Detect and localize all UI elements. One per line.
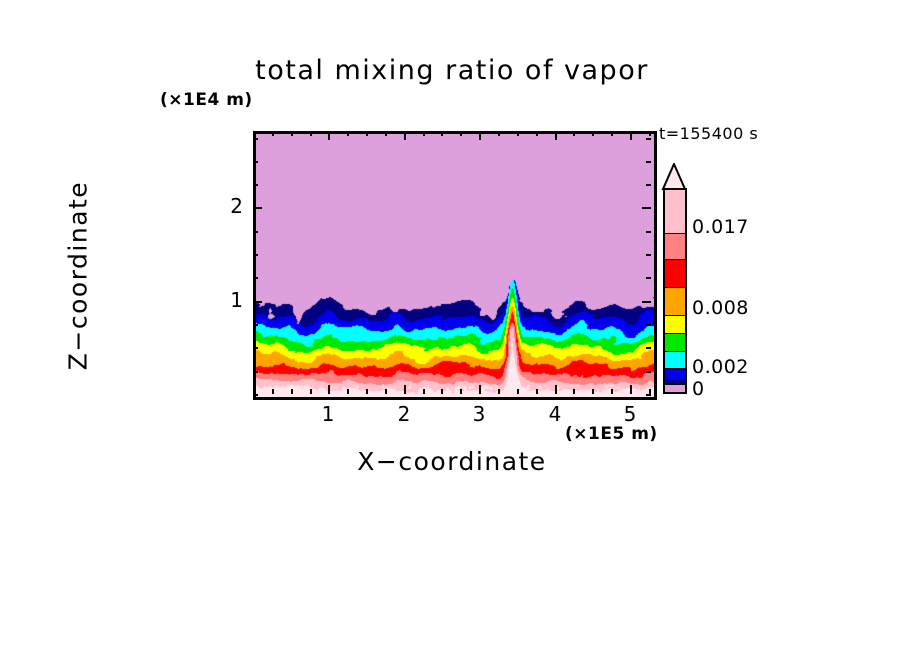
tick-mark: [423, 389, 425, 394]
tick-mark: [642, 301, 651, 303]
tick-mark: [646, 277, 651, 279]
colorbar-label: 0.008: [692, 297, 749, 319]
tick-mark: [460, 389, 462, 394]
tick-mark: [253, 231, 258, 233]
colorbar-label: 0.002: [692, 356, 749, 378]
colorbar-label: 0: [692, 378, 705, 400]
y-tick-label: 1: [230, 288, 243, 312]
tick-mark: [366, 389, 368, 394]
x-tick-label: 2: [397, 402, 411, 426]
colorbar-band-navy: [665, 379, 685, 385]
contour-field: [256, 134, 654, 397]
tick-mark: [592, 131, 594, 136]
tick-mark: [328, 131, 330, 140]
tick-mark: [646, 231, 651, 233]
tick-mark: [291, 389, 293, 394]
tick-mark: [404, 385, 406, 394]
tick-mark: [573, 389, 575, 394]
tick-mark: [498, 389, 500, 394]
colorbar-band-salmon: [665, 234, 685, 261]
colorbar-band-red: [665, 260, 685, 288]
tick-mark: [573, 131, 575, 136]
tick-mark: [366, 131, 368, 136]
tick-mark: [347, 389, 349, 394]
tick-mark: [611, 389, 613, 394]
y-axis-title: Z−coordinate: [63, 180, 93, 371]
tick-mark: [536, 389, 538, 394]
tick-mark: [253, 389, 255, 394]
tick-mark: [646, 371, 651, 373]
timestamp-annotation: t=155400 s: [659, 124, 759, 143]
colorbar-band-orange: [665, 287, 685, 316]
tick-mark: [649, 389, 651, 394]
tick-mark: [517, 131, 519, 136]
tick-mark: [646, 184, 651, 186]
tick-mark: [385, 131, 387, 136]
colorbar-band-plum: [665, 384, 685, 392]
y-tick-label: 2: [230, 194, 243, 218]
colorbar[interactable]: [663, 188, 687, 394]
tick-mark: [253, 277, 258, 279]
x-tick-label: 1: [321, 402, 335, 426]
tick-mark: [592, 389, 594, 394]
tick-mark: [441, 131, 443, 136]
tick-mark: [253, 324, 258, 326]
tick-mark: [347, 131, 349, 136]
tick-mark: [630, 131, 632, 140]
tick-mark: [253, 138, 258, 140]
tick-mark: [630, 385, 632, 394]
x-tick-label: 5: [623, 402, 637, 426]
tick-mark: [291, 131, 293, 136]
colorbar-band-yellow: [665, 315, 685, 334]
y-axis-unit-label: (×1E4 m): [160, 90, 253, 110]
tick-mark: [328, 385, 330, 394]
tick-mark: [646, 324, 651, 326]
tick-mark: [498, 131, 500, 136]
tick-mark: [253, 347, 258, 349]
tick-mark: [646, 254, 651, 256]
tick-mark: [642, 207, 651, 209]
tick-mark: [404, 131, 406, 140]
tick-mark: [441, 389, 443, 394]
x-axis-unit-label: (×1E5 m): [565, 424, 658, 444]
tick-mark: [272, 389, 274, 394]
contour-plot-area[interactable]: [253, 131, 657, 400]
colorbar-arrow-icon: [661, 163, 687, 190]
tick-mark: [423, 131, 425, 136]
colorbar-band-cyan: [665, 352, 685, 370]
tick-mark: [253, 184, 258, 186]
tick-mark: [555, 131, 557, 140]
tick-mark: [253, 254, 258, 256]
tick-mark: [649, 131, 651, 136]
tick-mark: [253, 161, 258, 163]
page-title: total mixing ratio of vapor: [255, 55, 649, 86]
tick-mark: [310, 131, 312, 136]
tick-mark: [536, 131, 538, 136]
colorbar-band-light-pink: [665, 190, 685, 235]
tick-mark: [646, 394, 651, 396]
tick-mark: [479, 385, 481, 394]
colorbar-band-green: [665, 333, 685, 353]
tick-mark: [517, 389, 519, 394]
tick-mark: [253, 371, 258, 373]
tick-mark: [611, 131, 613, 136]
tick-mark: [253, 301, 262, 303]
tick-mark: [310, 389, 312, 394]
x-axis-title: X−coordinate: [357, 447, 547, 476]
tick-mark: [646, 138, 651, 140]
colorbar-band-blue: [665, 369, 685, 380]
tick-mark: [272, 131, 274, 136]
colorbar-label: 0.017: [692, 216, 749, 238]
tick-mark: [646, 161, 651, 163]
tick-mark: [646, 347, 651, 349]
tick-mark: [253, 207, 262, 209]
tick-mark: [460, 131, 462, 136]
tick-mark: [253, 131, 255, 136]
tick-mark: [479, 131, 481, 140]
x-tick-label: 3: [472, 402, 486, 426]
tick-mark: [555, 385, 557, 394]
tick-mark: [385, 389, 387, 394]
tick-mark: [253, 394, 258, 396]
x-tick-label: 4: [548, 402, 562, 426]
